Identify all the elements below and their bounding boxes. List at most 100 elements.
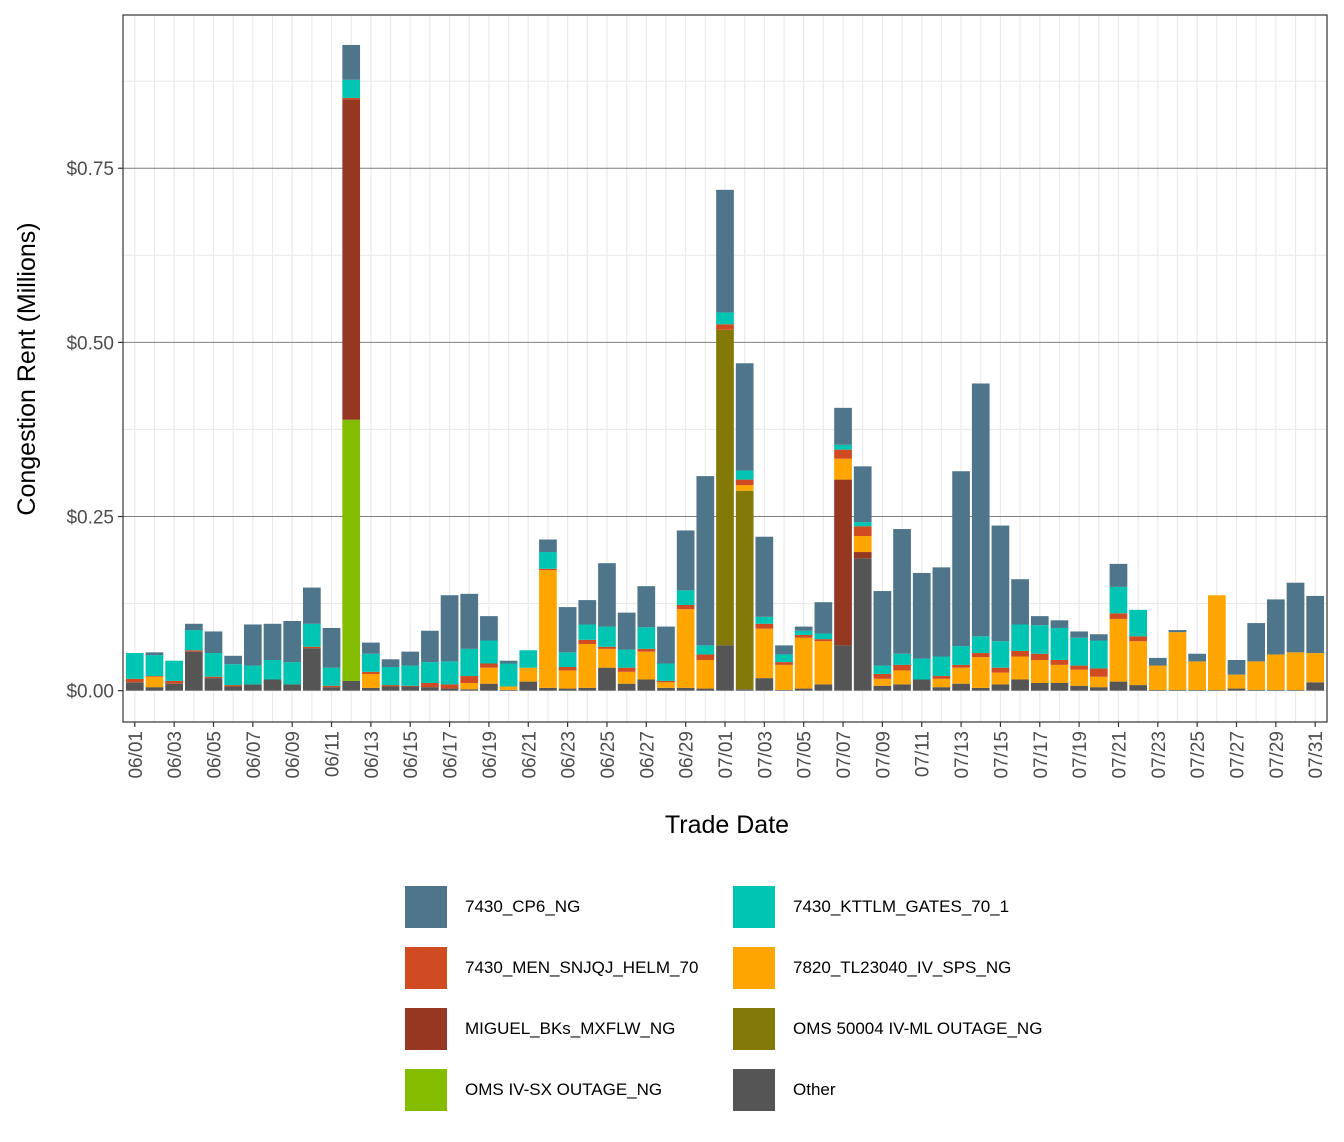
bar-stack bbox=[401, 651, 420, 691]
bar-segment bbox=[735, 485, 754, 491]
bar-segment bbox=[893, 664, 911, 671]
bars bbox=[125, 44, 1325, 691]
bar-stack bbox=[1148, 657, 1167, 691]
bar-segment bbox=[853, 552, 872, 559]
bar-segment bbox=[362, 653, 380, 672]
bar-stack bbox=[1070, 631, 1088, 691]
bar-segment bbox=[263, 679, 282, 691]
legend-label: MIGUEL_BKs_MXFLW_NG bbox=[465, 1019, 676, 1038]
bar-segment bbox=[1306, 653, 1325, 683]
bar-segment bbox=[224, 686, 243, 691]
bar-segment bbox=[539, 570, 557, 688]
bar-segment bbox=[775, 662, 793, 665]
bar-segment bbox=[539, 687, 557, 691]
bar-segment bbox=[519, 650, 538, 668]
legend-item: OMS 50004 IV-ML OUTAGE_NG bbox=[733, 1008, 1063, 1050]
bar-stack bbox=[342, 44, 361, 691]
bar-stack bbox=[952, 471, 970, 691]
bar-stack bbox=[303, 587, 321, 691]
bar-segment bbox=[362, 673, 380, 688]
x-tick-label: 06/13 bbox=[362, 731, 383, 779]
bar-segment bbox=[971, 383, 990, 637]
x-tick-label: 07/15 bbox=[991, 731, 1012, 779]
bar-segment bbox=[558, 607, 577, 653]
bar-stack bbox=[1188, 653, 1207, 691]
bar-stack bbox=[1247, 623, 1266, 691]
bar-segment bbox=[460, 648, 479, 677]
bar-segment bbox=[932, 567, 951, 657]
bar-segment bbox=[676, 604, 695, 610]
bar-segment bbox=[184, 630, 203, 651]
bar-segment bbox=[480, 640, 498, 664]
bar-stack bbox=[834, 407, 852, 691]
bar-stack bbox=[204, 631, 223, 691]
bar-segment bbox=[440, 661, 459, 685]
y-tick-label: $0.75 bbox=[66, 159, 114, 180]
bar-segment bbox=[637, 627, 656, 649]
x-tick-label: 06/11 bbox=[323, 731, 344, 777]
legend-item: OMS IV-SX OUTAGE_NG bbox=[405, 1069, 733, 1111]
bar-segment bbox=[991, 672, 1010, 685]
bar-segment bbox=[912, 658, 931, 680]
bar-segment bbox=[480, 663, 498, 668]
bar-segment bbox=[991, 684, 1010, 691]
bar-segment bbox=[755, 628, 774, 679]
bar-segment bbox=[1089, 640, 1108, 669]
bar-segment bbox=[1089, 634, 1108, 641]
x-tick-label: 06/25 bbox=[598, 731, 619, 779]
bar-segment bbox=[342, 99, 361, 420]
x-tick-label: 07/05 bbox=[795, 731, 816, 779]
x-axis: 06/01 06/03 06/05 06/07 06/09 06/11 06/13 06/15… bbox=[126, 722, 1327, 779]
bar-segment bbox=[932, 656, 951, 677]
bar-stack bbox=[539, 539, 557, 691]
bar-segment bbox=[1168, 630, 1187, 633]
bar-segment bbox=[342, 419, 361, 681]
bar-segment bbox=[1070, 669, 1088, 686]
bar-segment bbox=[1089, 676, 1108, 688]
bar-segment bbox=[342, 680, 361, 691]
bar-segment bbox=[381, 685, 400, 687]
bar-stack bbox=[696, 476, 715, 691]
bar-segment bbox=[716, 329, 734, 646]
bar-segment bbox=[971, 687, 990, 691]
bar-segment bbox=[322, 627, 341, 668]
bar-segment bbox=[283, 684, 302, 691]
legend-label: 7820_TL23040_IV_SPS_NG bbox=[793, 958, 1012, 977]
x-tick-label: 06/07 bbox=[244, 731, 265, 779]
bar-segment bbox=[637, 679, 656, 691]
bar-segment bbox=[165, 680, 184, 684]
y-tick-label: $0.50 bbox=[66, 333, 114, 354]
legend-swatch bbox=[405, 947, 447, 989]
bar-segment bbox=[696, 688, 715, 691]
bar-segment bbox=[893, 529, 911, 654]
bar-segment bbox=[421, 682, 439, 688]
x-tick-label: 06/27 bbox=[637, 731, 658, 779]
bar-stack bbox=[460, 593, 479, 691]
y-axis-title: Congestion Rent (Millions) bbox=[13, 222, 41, 515]
bar-segment bbox=[1011, 679, 1029, 691]
bar-segment bbox=[1188, 653, 1207, 662]
bar-segment bbox=[499, 686, 518, 690]
bar-segment bbox=[676, 609, 695, 688]
bar-segment bbox=[716, 189, 734, 313]
bar-segment bbox=[794, 626, 813, 631]
x-tick-label: 07/09 bbox=[873, 731, 894, 779]
bar-segment bbox=[421, 630, 439, 663]
bar-segment bbox=[480, 683, 498, 691]
bar-segment bbox=[1207, 595, 1226, 690]
bar-segment bbox=[381, 659, 400, 667]
bar-stack bbox=[362, 642, 380, 691]
bar-segment bbox=[1030, 625, 1049, 654]
bar-segment bbox=[499, 689, 518, 691]
bar-segment bbox=[971, 636, 990, 654]
bar-stack bbox=[755, 536, 774, 691]
bar-segment bbox=[775, 645, 793, 655]
bar-segment bbox=[362, 687, 380, 691]
bar-segment bbox=[834, 645, 852, 691]
bar-segment bbox=[657, 680, 675, 683]
bar-segment bbox=[578, 624, 597, 640]
bar-segment bbox=[1247, 689, 1266, 691]
bar-segment bbox=[499, 663, 518, 687]
bar-segment bbox=[539, 552, 557, 569]
bar-segment bbox=[991, 641, 1010, 668]
